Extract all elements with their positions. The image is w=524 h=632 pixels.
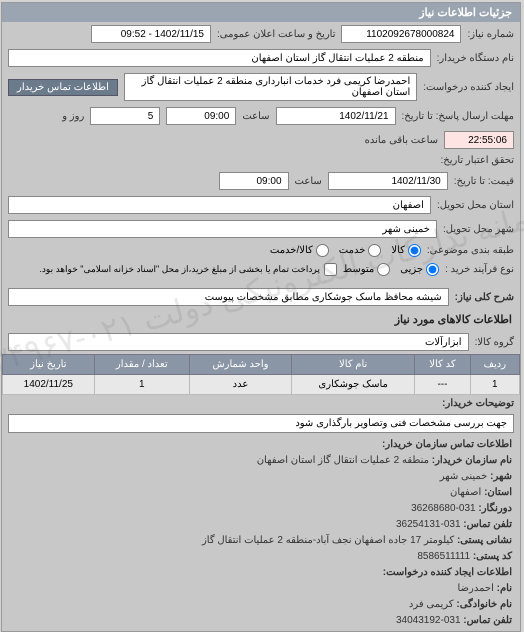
postal-label: کد پستی: (474, 551, 513, 562)
fax-value: 031-36254131 (397, 519, 462, 530)
requester-field: احمدرضا کریمی فرد خدمات انبارداری منطقه … (125, 73, 418, 101)
delivery-province-label: استان محل تحویل: (438, 200, 515, 211)
city-value: خمینی شهر (441, 471, 489, 482)
goods-group-label: گروه کالا: (476, 337, 515, 348)
buyer-notes-label: توضیحات خریدار: (443, 398, 515, 409)
td-row: 1 (471, 375, 520, 395)
postal-value: 8586511111 (418, 551, 471, 562)
remain-time-field: 22:55:06 (445, 131, 515, 149)
category-both-radio[interactable] (317, 244, 330, 257)
validity-label2: قیمت: تا تاریخ: (455, 176, 515, 187)
panel-title: جزئیات اطلاعات نیاز (3, 3, 521, 22)
days-field: 5 (91, 107, 161, 125)
phone-label: دورنگار: (479, 503, 513, 514)
deadline-label: مهلت ارسال پاسخ: تا تاریخ: (403, 111, 515, 122)
category-label: طبقه بندی موضوعی: (428, 245, 515, 256)
deadline-time-label: ساعت (243, 111, 270, 122)
contact-button[interactable]: اطلاعات تماس خریدار (9, 79, 119, 96)
validity-label: تحقق اعتبار تاریخ: (441, 155, 515, 166)
contact-info-block: اطلاعات تماس سازمان خریدار: نام سازمان خ… (3, 435, 521, 631)
purchase-small-option[interactable]: جزیی (401, 263, 440, 276)
buyer-org-field: منطقه 2 عملیات انتقال گاز استان اصفهان (9, 49, 432, 67)
td-qty: 1 (95, 375, 190, 395)
category-both-label: کالا/خدمت (271, 245, 314, 256)
category-service-radio[interactable] (369, 244, 382, 257)
days-label: روز و (63, 111, 85, 122)
family-value: کریمی فرد (410, 599, 455, 610)
delivery-city-field: خمینی شهر (9, 220, 438, 238)
validity-date-field: 1402/11/30 (329, 172, 449, 190)
goods-table: ردیف کد کالا نام کالا واحد شمارش تعداد /… (3, 354, 521, 395)
category-service-option[interactable]: خدمت (340, 244, 383, 257)
purchase-medium-option[interactable]: متوسط (344, 263, 391, 276)
address-value: کیلومتر 17 جاده اصفهان نجف آباد-منطقه 2 … (203, 535, 455, 546)
category-goods-radio[interactable] (409, 244, 422, 257)
announce-date-field: 1402/11/15 - 09:52 (92, 25, 212, 43)
phone-value: 031-36268680 (412, 503, 477, 514)
remain-label: ساعت باقی مانده (366, 135, 439, 146)
name-label: نام: (498, 583, 513, 594)
payment-note-label: پرداخت تمام یا بخشی از مبلغ خرید،از محل … (40, 264, 320, 275)
contact-title: اطلاعات تماس سازمان خریدار: (383, 439, 513, 450)
table-row[interactable]: 1 --- ماسک جوشکاری عدد 1 1402/11/25 (4, 375, 521, 395)
validity-time-field: 09:00 (220, 172, 290, 190)
th-date: تاریخ نیاز (4, 355, 96, 375)
category-service-label: خدمت (340, 245, 367, 256)
td-date: 1402/11/25 (4, 375, 96, 395)
buyer-org-label: نام دستگاه خریدار: (438, 53, 515, 64)
province-value: اصفهان (451, 487, 482, 498)
td-name: ماسک جوشکاری (293, 375, 416, 395)
general-desc-field: شیشه محافظ ماسک جوشکاری مطابق مشخصات پیو… (9, 288, 450, 306)
th-name: نام کالا (293, 355, 416, 375)
purchase-small-radio[interactable] (427, 263, 440, 276)
purchase-radio-group: جزیی متوسط (344, 263, 440, 276)
main-panel: جزئیات اطلاعات نیاز شماره نیاز: 11020926… (2, 2, 522, 632)
validity-time-label: ساعت (296, 176, 323, 187)
th-qty: تعداد / مقدار (95, 355, 190, 375)
purchase-medium-label: متوسط (344, 264, 375, 275)
payment-checkbox[interactable] (325, 263, 338, 276)
province-label: استان: (485, 487, 513, 498)
th-code: کد کالا (416, 355, 471, 375)
purchase-type-label: نوع فرآیند خرید : (446, 264, 515, 275)
request-number-field: 1102092678000824 (342, 25, 462, 43)
category-radio-group: کالا خدمت کالا/خدمت (271, 244, 422, 257)
city-label: شهر: (491, 471, 513, 482)
fax-label: تلفن تماس: (464, 519, 513, 530)
category-goods-option[interactable]: کالا (392, 244, 422, 257)
goods-group-field: ابزارآلات (9, 333, 470, 351)
th-row: ردیف (471, 355, 520, 375)
creator-title: اطلاعات ایجاد کننده درخواست: (384, 567, 513, 578)
delivery-city-label: شهر محل تحویل: (444, 224, 515, 235)
requester-label: ایجاد کننده درخواست: (424, 82, 515, 93)
general-desc-label: شرح کلی نیاز: (456, 292, 515, 303)
org-value: منطقه 2 عملیات انتقال گاز استان اصفهان (258, 455, 430, 466)
name-value: احمدرضا (459, 583, 495, 594)
delivery-province-field: اصفهان (9, 196, 432, 214)
purchase-small-label: جزیی (401, 264, 424, 275)
th-unit: واحد شمارش (190, 355, 292, 375)
purchase-medium-radio[interactable] (378, 263, 391, 276)
td-code: --- (416, 375, 471, 395)
goods-section-title: اطلاعات کالاهای مورد نیاز (3, 309, 521, 330)
category-both-option[interactable]: کالا/خدمت (271, 244, 330, 257)
announce-date-label: تاریخ و ساعت اعلان عمومی: (218, 29, 337, 40)
request-number-label: شماره نیاز: (468, 29, 515, 40)
payment-note-option[interactable]: پرداخت تمام یا بخشی از مبلغ خرید،از محل … (40, 263, 337, 276)
family-label: نام خانوادگی: (457, 599, 513, 610)
org-label: نام سازمان خریدار: (433, 455, 513, 466)
td-unit: عدد (190, 375, 292, 395)
buyer-notes-text: جهت بررسی مشخصات فنی وتصاویر بارگذاری شو… (9, 414, 515, 433)
category-goods-label: کالا (392, 245, 406, 256)
creator-phone-label: تلفن تماس: (464, 615, 513, 626)
deadline-time-field: 09:00 (167, 107, 237, 125)
deadline-date-field: 1402/11/21 (277, 107, 397, 125)
creator-phone-value: 031-34043192 (397, 615, 462, 626)
address-label: نشانی پستی: (458, 535, 513, 546)
